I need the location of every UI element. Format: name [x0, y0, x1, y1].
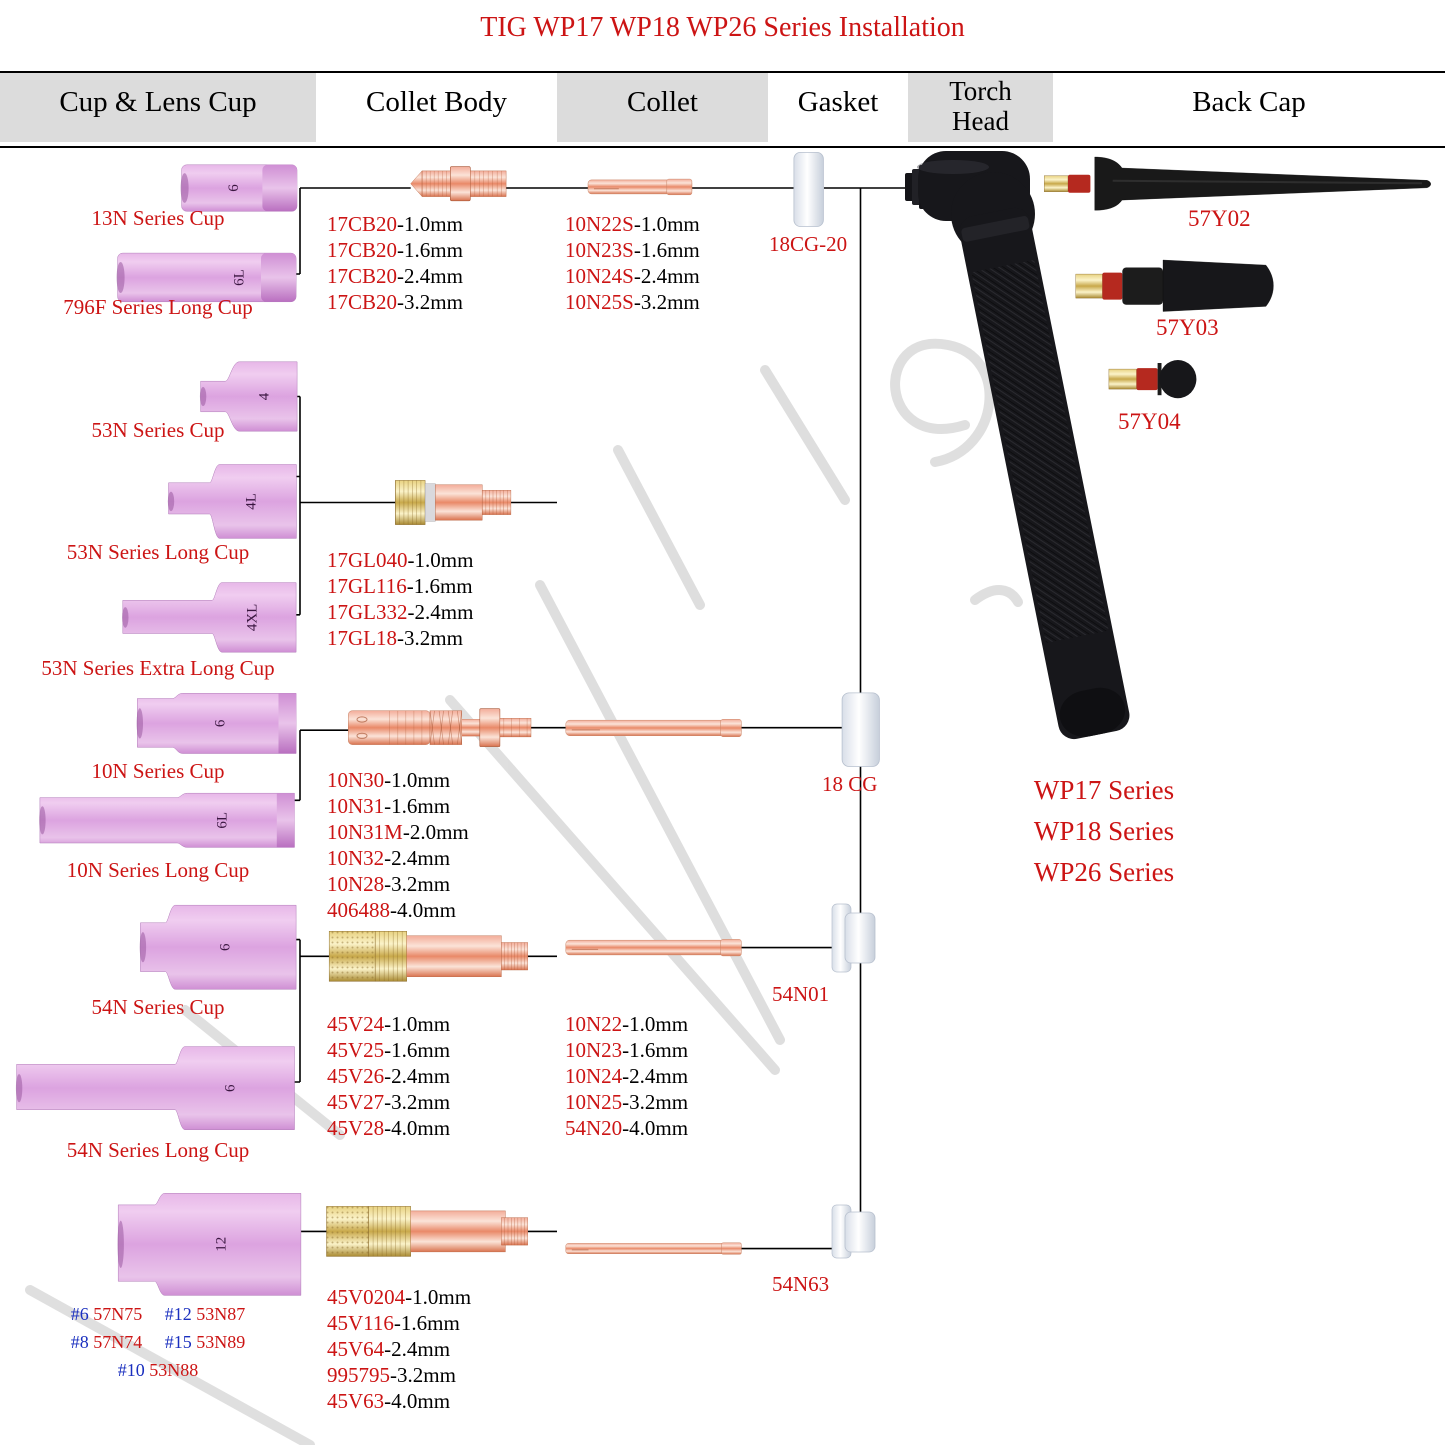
svg-text:4: 4 — [257, 392, 273, 400]
svg-text:6: 6 — [212, 719, 228, 727]
svg-text:6: 6 — [226, 184, 242, 192]
svg-text:4L: 4L — [243, 493, 259, 510]
svg-text:4XL: 4XL — [245, 604, 261, 632]
svg-text:12: 12 — [213, 1237, 229, 1252]
svg-text:6: 6 — [222, 1084, 238, 1092]
svg-text:6L: 6L — [214, 812, 230, 829]
svg-text:6: 6 — [217, 943, 233, 951]
svg-text:6L: 6L — [231, 269, 247, 286]
